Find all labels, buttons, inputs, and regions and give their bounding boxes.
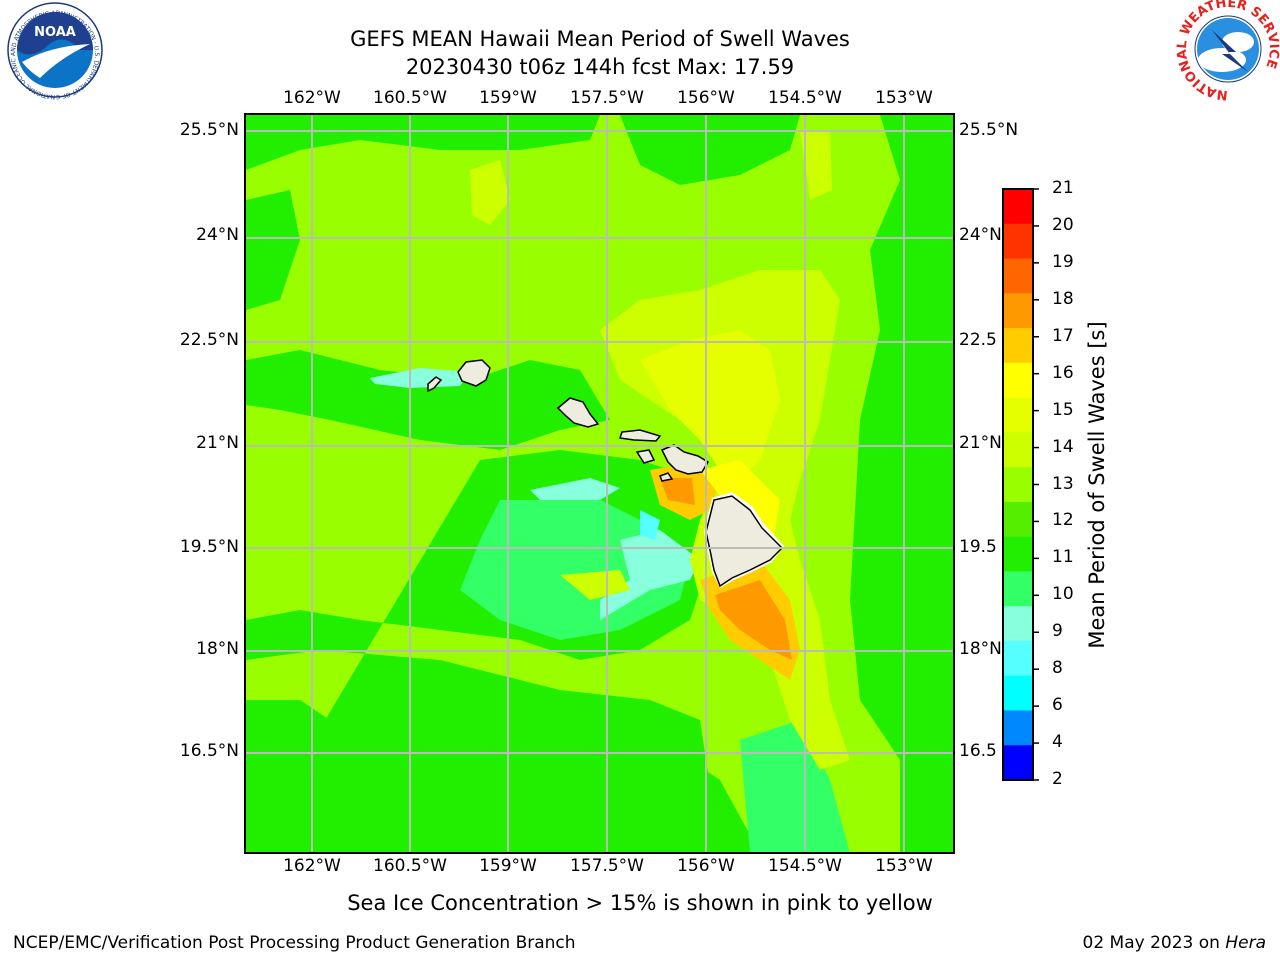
colorbar-tick-label: 6	[1052, 695, 1063, 716]
colorbar-tick-label: 10	[1052, 584, 1074, 605]
lon-label-top: 160.5°W	[373, 88, 447, 108]
lat-label-right: 21°N	[959, 433, 1002, 453]
lat-label-right: 24°N	[959, 225, 1002, 245]
island-lanai	[635, 449, 656, 464]
colorbar-tick-label: 18	[1052, 288, 1074, 309]
colorbar-tick-label: 17	[1052, 325, 1074, 346]
host-name: Hera	[1225, 933, 1266, 953]
colorbar-segment	[1003, 328, 1033, 364]
colorbar-tick-label: 12	[1052, 510, 1074, 531]
colorbar-segment	[1003, 397, 1033, 433]
colorbar-tick-label: 15	[1052, 399, 1074, 420]
run-date: 02 May 2023 on Hera	[1083, 933, 1267, 953]
colorbar-segment	[1003, 223, 1033, 260]
lat-label-left: 19.5°N	[179, 537, 239, 557]
lon-label-top: 162°W	[283, 88, 341, 108]
colorbar-tick-label: 13	[1052, 473, 1074, 494]
lon-label-top: 153°W	[875, 88, 933, 108]
colorbar-tick-label: 9	[1052, 621, 1063, 642]
date-text: 02 May 2023 on	[1082, 933, 1226, 953]
map-frame	[244, 113, 955, 854]
lat-label-left: 24°N	[196, 225, 239, 245]
hawaiian-islands	[427, 359, 784, 588]
colorbar-segment	[1003, 362, 1033, 399]
lat-label-right: 22.5	[959, 330, 997, 350]
sea-ice-note: Sea Ice Concentration > 15% is shown in …	[347, 891, 933, 915]
island-niihau	[427, 376, 443, 393]
swell-period-field	[246, 115, 954, 853]
noaa-logo: NATIONAL OCEANIC AND ATMOSPHERIC ADMINIS…	[0, 0, 103, 100]
island-molokai	[619, 429, 662, 442]
colorbar-tick-label: 19	[1052, 251, 1074, 272]
colorbar-segment	[1003, 571, 1033, 607]
colorbar-segment	[1003, 536, 1033, 572]
island-oahu	[556, 397, 600, 428]
colorbar-title: Mean Period of Swell Waves [s]	[1085, 321, 1109, 649]
nws-logo: NATIONAL WEATHER SERVICE	[1175, 0, 1280, 102]
lat-label-left: 22.5°N	[179, 330, 239, 350]
colorbar-segment	[1003, 189, 1033, 225]
lon-label-top: 154.5°W	[768, 88, 842, 108]
colorbar-tick-label: 16	[1052, 362, 1074, 383]
lat-label-left: 21°N	[196, 433, 239, 453]
island-kahoolawe	[659, 472, 674, 482]
lon-label-top: 157.5°W	[570, 88, 644, 108]
island-kauai	[457, 359, 491, 387]
lat-label-left: 25.5°N	[179, 120, 239, 140]
colorbar-segment	[1003, 432, 1033, 468]
colorbar-segment	[1003, 640, 1033, 677]
lat-label-right: 16.5	[959, 741, 997, 761]
lon-label-bottom: 156°W	[677, 856, 735, 876]
colorbar-tick-label: 8	[1052, 658, 1063, 679]
colorbar-segment	[1003, 710, 1033, 746]
colorbar-tick-label: 11	[1052, 547, 1074, 568]
lon-label-bottom: 159°W	[479, 856, 537, 876]
lon-label-bottom: 154.5°W	[768, 856, 842, 876]
lon-label-bottom: 157.5°W	[570, 856, 644, 876]
branch-credit: NCEP/EMC/Verification Post Processing Pr…	[13, 933, 576, 953]
lat-label-right: 19.5	[959, 537, 997, 557]
noaa-logo-text: NOAA	[34, 25, 76, 40]
lat-label-right: 18°N	[959, 639, 1002, 659]
colorbar-segment	[1003, 745, 1033, 781]
colorbar-tick-label: 4	[1052, 732, 1063, 753]
colorbar-segment	[1003, 293, 1033, 329]
colorbar-tick-label: 14	[1052, 436, 1074, 457]
colorbar-segment	[1003, 258, 1033, 294]
lon-label-top: 159°W	[479, 88, 537, 108]
colorbar-tick-label: 20	[1052, 214, 1074, 235]
chart-subtitle: 20230430 t06z 144h fcst Max: 17.59	[405, 55, 795, 79]
lat-label-right: 25.5°N	[959, 120, 1019, 140]
colorbar-tick-label: 2	[1052, 769, 1063, 789]
lat-label-left: 16.5°N	[179, 741, 239, 761]
chart-title: GEFS MEAN Hawaii Mean Period of Swell Wa…	[350, 27, 850, 51]
lon-label-bottom: 153°W	[875, 856, 933, 876]
colorbar-segment	[1003, 501, 1033, 538]
colorbar-segment	[1003, 467, 1033, 503]
lon-label-bottom: 160.5°W	[373, 856, 447, 876]
map-gridlines	[246, 115, 954, 853]
lon-label-bottom: 162°W	[283, 856, 341, 876]
lon-label-top: 156°W	[677, 88, 735, 108]
colorbar-tick-label: 21	[1052, 178, 1074, 198]
lat-label-left: 18°N	[196, 639, 239, 659]
colorbar-segment	[1003, 606, 1033, 642]
colorbar	[1002, 188, 1039, 781]
colorbar-segment	[1003, 675, 1033, 711]
